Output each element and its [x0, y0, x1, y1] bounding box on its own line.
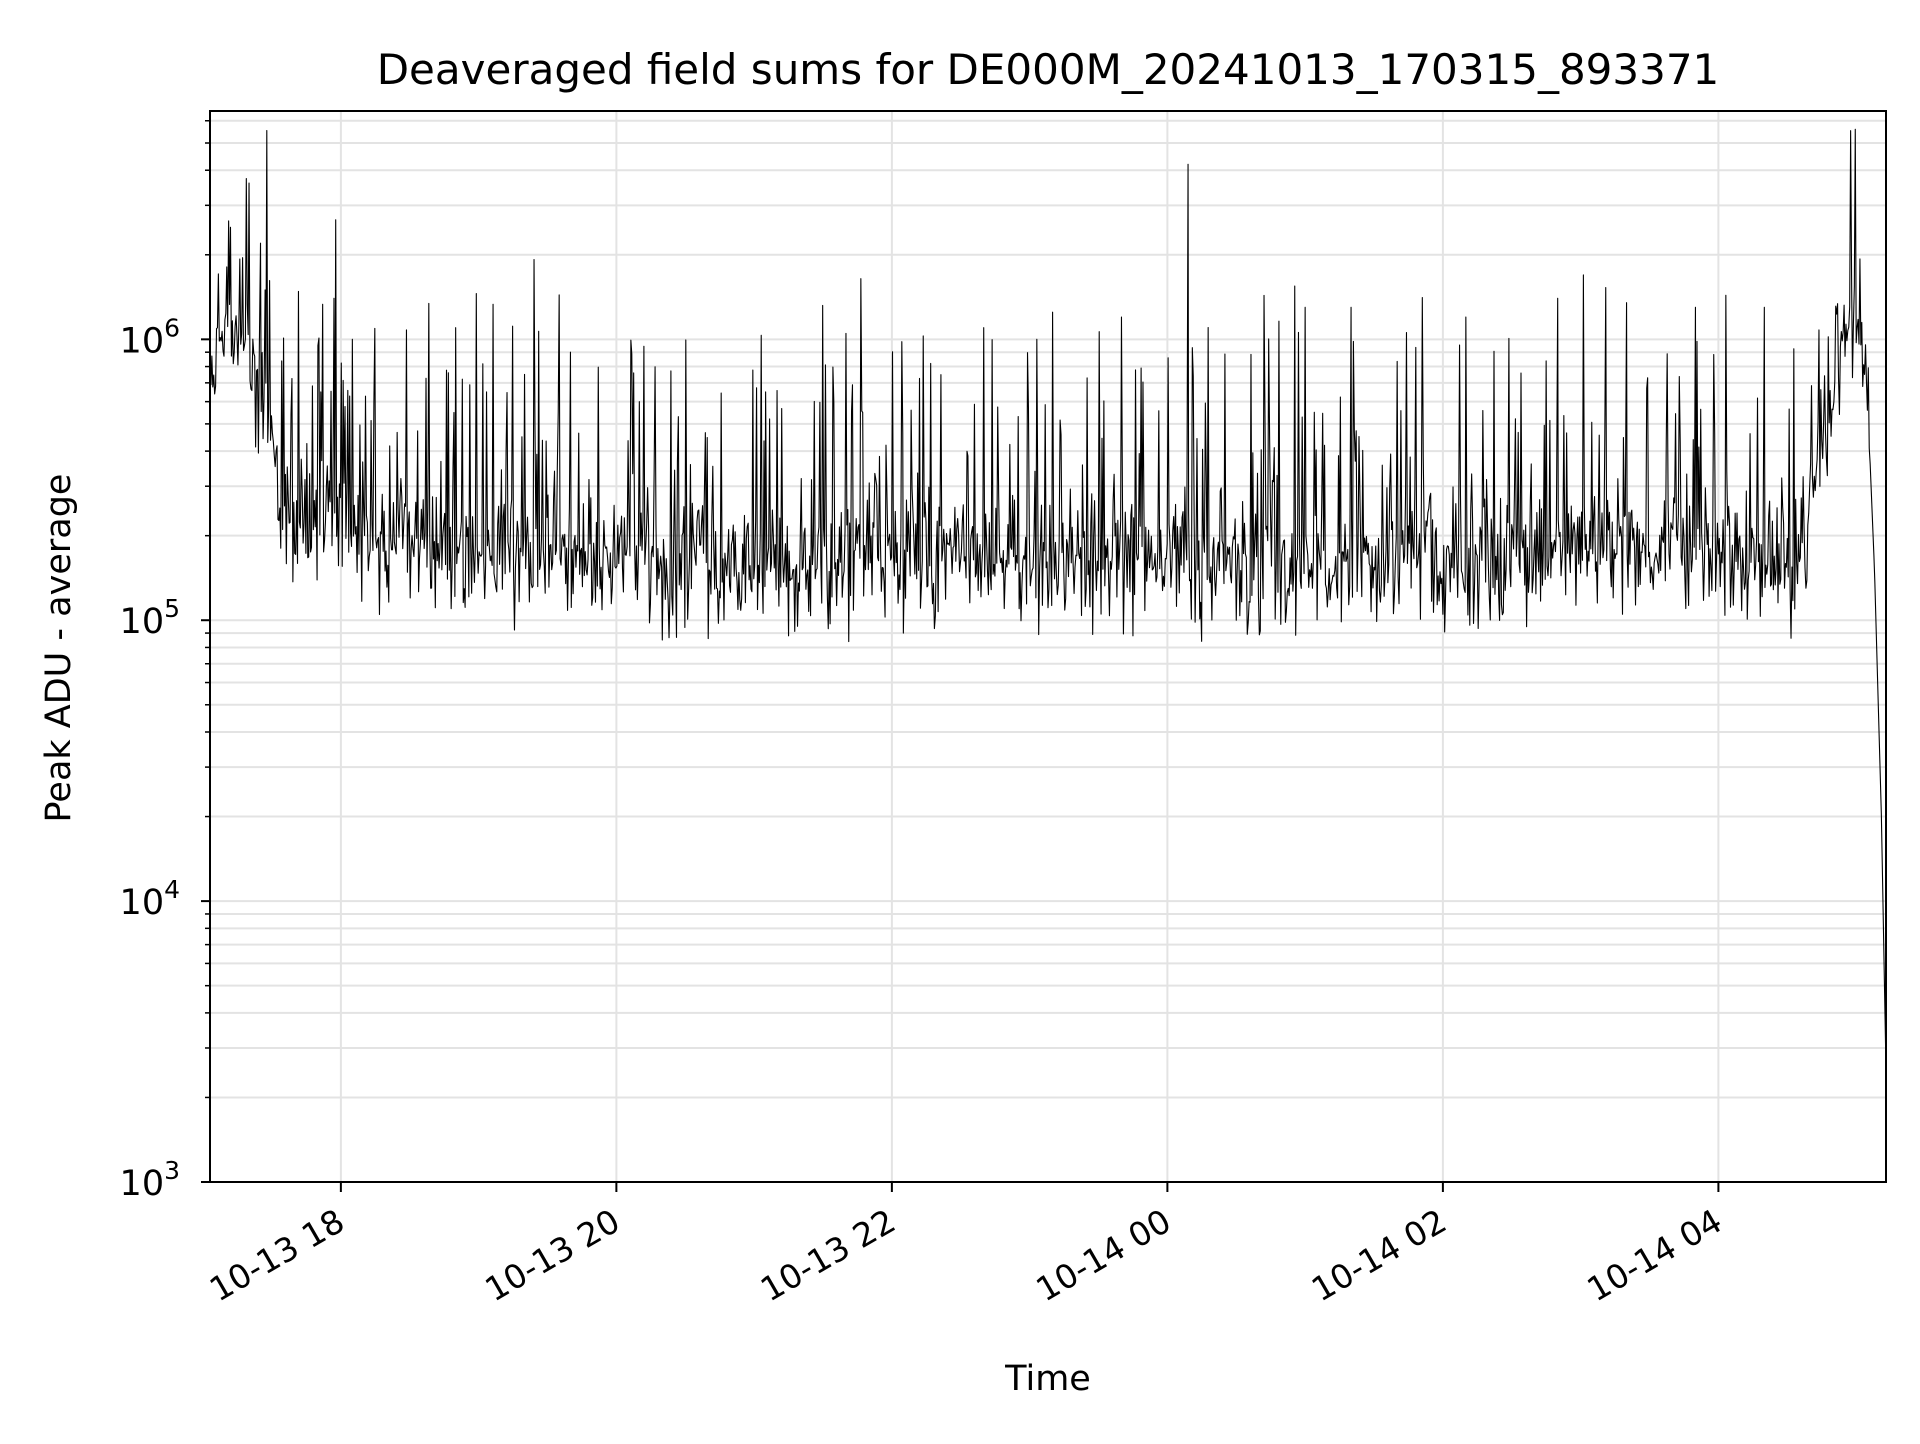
y-tick-label: 106 [120, 313, 180, 361]
plot-area [209, 110, 1887, 1183]
series-line [209, 128, 1887, 1071]
x-axis-label: Time [1004, 1359, 1091, 1399]
y-tick-label: 105 [120, 594, 180, 642]
y-axis: 103 104 105 106 [120, 120, 210, 1204]
y-tick-label: 104 [120, 875, 180, 923]
chart-title: Deaveraged field sums for DE000M_2024101… [377, 45, 1720, 94]
y-axis-label: Peak ADU - average [39, 474, 79, 823]
y-tick-label: 103 [120, 1156, 180, 1204]
